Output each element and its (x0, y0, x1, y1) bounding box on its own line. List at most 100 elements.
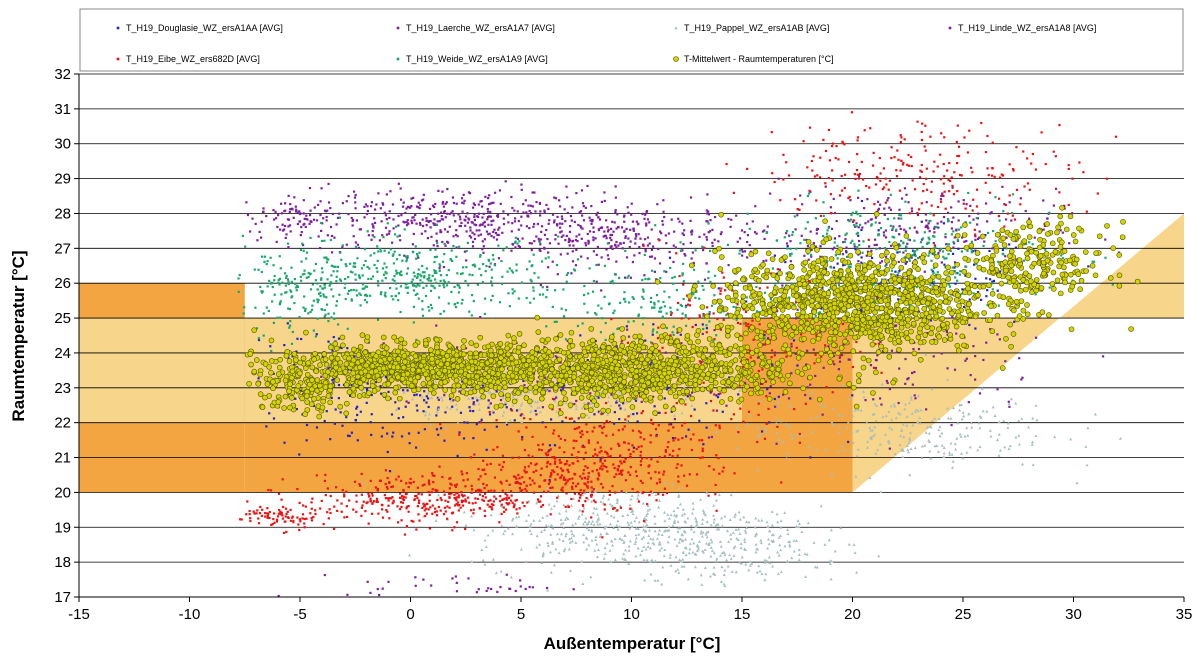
point (610, 504, 614, 507)
point (969, 421, 973, 425)
point (298, 453, 301, 456)
point (1044, 163, 1047, 166)
point (598, 425, 601, 428)
point (576, 482, 580, 485)
point (840, 174, 843, 178)
point (406, 286, 410, 289)
point (601, 536, 604, 539)
point (543, 209, 546, 212)
point (319, 213, 322, 217)
point (366, 265, 369, 269)
point (326, 487, 329, 490)
point (325, 256, 328, 259)
point (632, 450, 635, 453)
point (834, 156, 837, 160)
point (741, 250, 744, 253)
point (547, 266, 550, 269)
point (592, 236, 595, 239)
point (598, 451, 601, 454)
point (356, 243, 360, 246)
point (714, 523, 718, 527)
point (937, 417, 941, 421)
point (538, 519, 542, 522)
point (610, 539, 614, 542)
point (553, 196, 556, 199)
point (526, 268, 529, 271)
point (491, 557, 495, 561)
point (399, 285, 403, 288)
point (484, 545, 488, 548)
point (984, 181, 987, 184)
point (576, 427, 579, 430)
point (418, 221, 422, 225)
point (561, 420, 564, 423)
point (529, 212, 533, 215)
point (909, 395, 913, 399)
point (991, 141, 994, 144)
point (557, 414, 561, 418)
point (985, 409, 989, 413)
point (856, 196, 860, 199)
point (785, 355, 788, 358)
point (624, 235, 627, 238)
point (736, 284, 739, 287)
point (709, 399, 713, 403)
point (515, 409, 519, 412)
point (558, 511, 562, 515)
point (898, 367, 901, 370)
point (1042, 199, 1045, 202)
point (428, 276, 431, 279)
point (592, 226, 595, 229)
point (682, 529, 686, 533)
point (305, 217, 308, 221)
point (681, 538, 685, 542)
point (738, 237, 742, 240)
point (649, 477, 653, 480)
point (611, 543, 615, 547)
point (699, 456, 702, 460)
point (296, 516, 299, 519)
point (399, 310, 402, 314)
point (678, 502, 682, 506)
point (652, 328, 655, 331)
point (866, 250, 870, 253)
point (658, 262, 662, 265)
point (680, 532, 684, 536)
point (354, 193, 357, 197)
point (681, 272, 684, 275)
point (565, 492, 568, 495)
point (330, 288, 333, 291)
point (451, 511, 455, 514)
point (663, 487, 666, 490)
point (404, 283, 407, 286)
point (767, 555, 771, 559)
point (965, 426, 969, 430)
point (599, 226, 602, 229)
point (680, 464, 683, 467)
point (663, 548, 667, 552)
point (648, 507, 652, 511)
point (755, 232, 758, 235)
point (496, 233, 499, 237)
point (650, 458, 653, 461)
point (1001, 174, 1005, 177)
point (399, 239, 402, 242)
point (291, 515, 294, 518)
point (990, 211, 993, 214)
point (809, 416, 813, 420)
point (852, 543, 856, 546)
point (452, 245, 455, 248)
point (627, 415, 630, 418)
point (387, 390, 390, 394)
point (392, 499, 395, 502)
point (532, 470, 535, 474)
point (914, 397, 917, 400)
point (590, 538, 594, 542)
point (906, 378, 909, 381)
point (401, 205, 405, 208)
point (639, 436, 642, 439)
point (435, 281, 438, 284)
point (711, 572, 715, 575)
point (637, 222, 640, 225)
point (443, 210, 446, 213)
